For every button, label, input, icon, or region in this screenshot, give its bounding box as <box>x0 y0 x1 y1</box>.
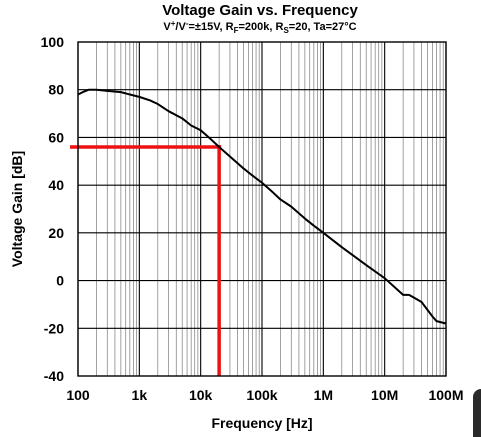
y-tick-label: 60 <box>48 129 64 145</box>
x-tick-label: 1M <box>314 387 333 403</box>
y-tick-label: 0 <box>56 273 64 289</box>
x-tick-labels: 100 1k 10k 100k 1M 10M 100M <box>66 387 463 403</box>
y-tick-label: 80 <box>48 82 64 98</box>
x-tick-label: 1k <box>132 387 148 403</box>
x-tick-label: 10M <box>371 387 398 403</box>
x-axis-label: Frequency [Hz] <box>211 415 312 431</box>
series-layer <box>77 88 447 325</box>
y-tick-label: 40 <box>48 177 64 193</box>
x-tick-label: 10k <box>189 387 213 403</box>
chart-title: Voltage Gain vs. Frequency <box>162 2 358 19</box>
window-corner <box>473 389 481 437</box>
chart-subtitle: V+/V-=±15V, RF=200k, RS=20, Ta=27°C <box>163 19 356 35</box>
x-tick-label: 100M <box>428 387 463 403</box>
x-tick-label: 100 <box>66 387 90 403</box>
y-tick-label: 100 <box>41 34 65 50</box>
y-axis-label: Voltage Gain [dB] <box>9 151 25 267</box>
y-tick-label: 20 <box>48 225 64 241</box>
y-tick-labels: 100 80 60 40 20 0 -20 -40 <box>41 34 65 384</box>
series-line <box>77 88 447 325</box>
annotations <box>70 144 222 376</box>
y-tick-label: -20 <box>44 320 64 336</box>
x-tick-label: 100k <box>246 387 277 403</box>
grid <box>77 41 447 377</box>
y-tick-label: -40 <box>44 368 64 384</box>
plot-frame <box>77 41 447 377</box>
